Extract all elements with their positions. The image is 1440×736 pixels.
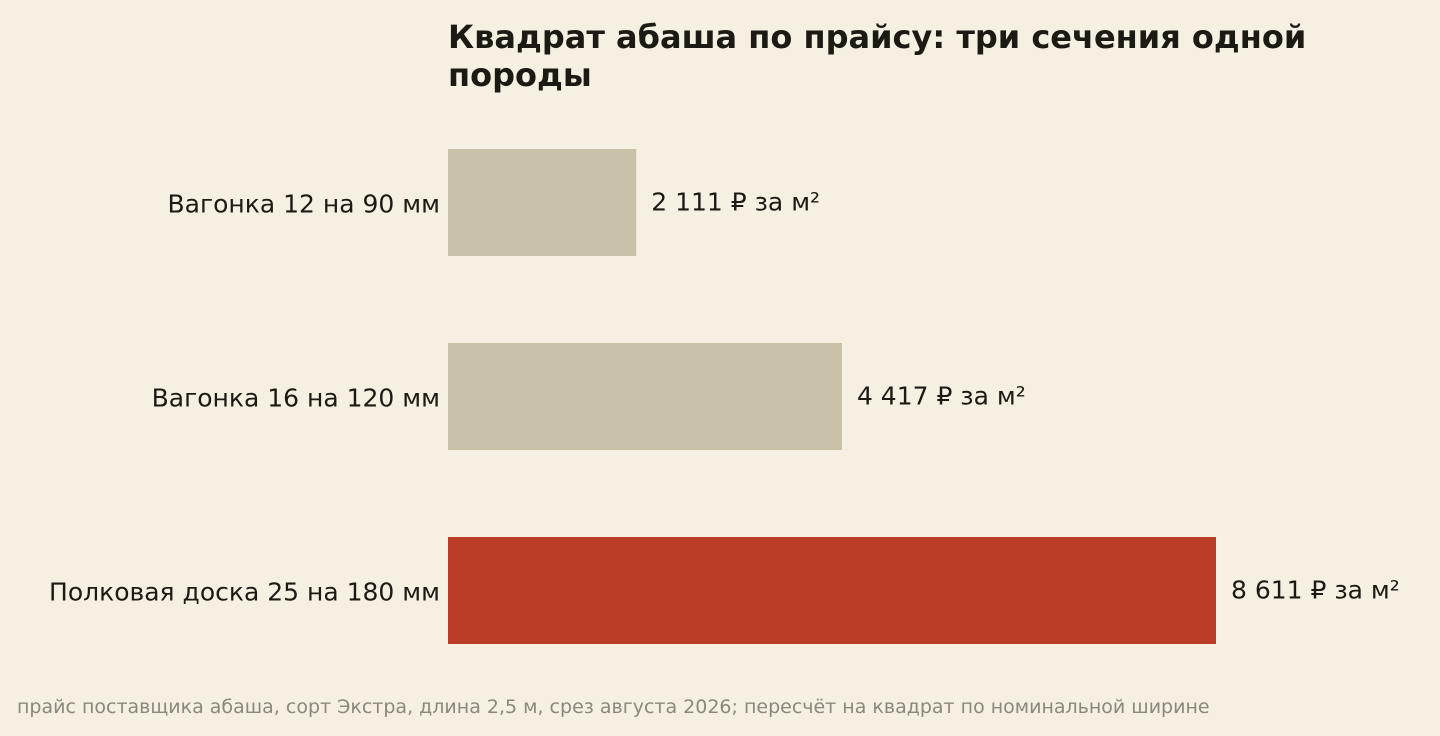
value-label-3: 8 611 ₽ за м² [1231, 576, 1400, 605]
category-label-3: Полковая доска 25 на 180 мм [49, 578, 440, 607]
bar-1 [448, 149, 637, 256]
source-note: прайс поставщика абаша, сорт Экстра, дли… [17, 696, 1210, 718]
chart-title: Квадрат абаша по прайсу: три сечения одн… [448, 18, 1307, 94]
value-label-2: 4 417 ₽ за м² [857, 382, 1026, 411]
bar-3 [448, 537, 1216, 644]
category-label-2: Вагонка 16 на 120 мм [152, 384, 440, 413]
value-label-1: 2 111 ₽ за м² [651, 188, 820, 217]
category-label-1: Вагонка 12 на 90 мм [168, 190, 440, 219]
bar-2 [448, 343, 842, 450]
